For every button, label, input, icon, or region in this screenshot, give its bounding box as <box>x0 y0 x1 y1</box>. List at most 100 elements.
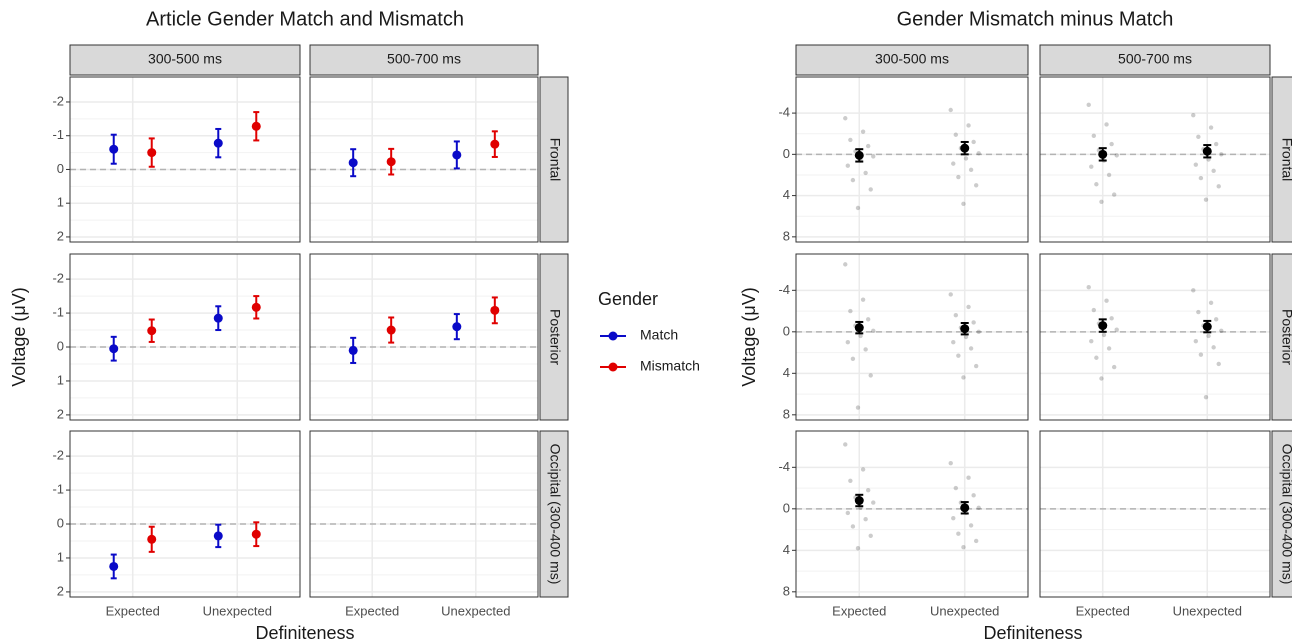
panel <box>70 254 300 420</box>
panel <box>796 431 1028 597</box>
raw-point <box>1091 133 1097 138</box>
raw-point <box>948 292 953 297</box>
raw-point <box>863 516 868 522</box>
raw-point <box>966 123 971 128</box>
panel-border <box>1039 76 1271 243</box>
raw-point <box>1086 102 1091 108</box>
raw-point <box>868 187 873 192</box>
raw-point <box>1203 394 1209 400</box>
panel-border <box>309 76 539 243</box>
legend-label: Match <box>640 327 678 343</box>
raw-point <box>1198 175 1204 181</box>
strip <box>309 44 539 76</box>
raw-point <box>1203 197 1209 202</box>
raw-point <box>868 373 873 378</box>
raw-point <box>1104 122 1109 127</box>
mean-point <box>1202 322 1212 332</box>
mean-point <box>1098 321 1108 331</box>
panel <box>1040 254 1270 420</box>
x-tick-label: Unexpected <box>441 603 510 618</box>
point <box>147 326 157 336</box>
panel-border <box>69 253 301 421</box>
strip-label: 500-700 ms <box>1118 51 1192 67</box>
raw-point <box>1101 332 1107 338</box>
y-tick-label: 1 <box>57 549 64 564</box>
y-axis-label: Voltage (μV) <box>739 287 759 386</box>
raw-point <box>868 533 873 538</box>
strip-label: 300-500 ms <box>875 51 949 67</box>
point <box>452 150 462 160</box>
raw-point <box>961 545 966 550</box>
raw-point <box>850 356 856 361</box>
y-tick-label: -1 <box>52 305 64 320</box>
point <box>147 534 157 544</box>
raw-point <box>1106 172 1112 178</box>
raw-point <box>971 320 976 325</box>
x-tick-label: Expected <box>832 603 886 618</box>
strip-label: Posterior <box>1279 309 1292 365</box>
raw-point <box>1193 162 1199 167</box>
raw-point <box>951 339 956 345</box>
y-tick-label: 1 <box>57 372 64 387</box>
strip <box>1039 44 1271 76</box>
strip <box>539 76 569 243</box>
panel-border <box>309 253 539 421</box>
raw-point <box>1196 134 1201 140</box>
raw-point <box>1111 364 1117 370</box>
x-tick-label: Unexpected <box>1173 603 1242 618</box>
point <box>251 529 261 539</box>
raw-point <box>1208 125 1214 130</box>
mean-point <box>854 323 864 333</box>
y-tick-label: 0 <box>57 338 64 353</box>
legend-key <box>608 331 618 341</box>
x-tick-label: Expected <box>345 603 399 618</box>
point <box>147 148 157 158</box>
legend-title: Gender <box>598 289 658 309</box>
raw-point <box>971 493 976 498</box>
point <box>386 157 396 167</box>
y-tick-label: 4 <box>783 187 790 202</box>
raw-point <box>1193 338 1199 344</box>
y-tick-label: 4 <box>783 365 790 380</box>
x-tick-label: Expected <box>1076 603 1130 618</box>
raw-point <box>1208 300 1214 305</box>
raw-point <box>951 515 956 521</box>
raw-point <box>860 467 866 472</box>
point <box>348 345 358 355</box>
point <box>386 325 396 335</box>
raw-point <box>871 328 876 333</box>
raw-point <box>951 161 956 166</box>
point <box>490 305 500 315</box>
strip <box>795 44 1029 76</box>
raw-point <box>848 478 853 483</box>
point <box>109 144 119 154</box>
strip <box>539 253 569 421</box>
raw-point <box>1219 328 1224 333</box>
raw-point <box>968 523 974 528</box>
y-tick-label: -4 <box>778 282 790 297</box>
raw-point <box>1111 192 1117 197</box>
raw-point <box>843 442 848 447</box>
y-tick-label: 0 <box>57 515 64 530</box>
raw-point <box>1211 345 1216 350</box>
raw-point <box>961 201 966 207</box>
y-tick-label: 0 <box>783 500 790 515</box>
raw-point <box>1198 352 1204 357</box>
raw-point <box>968 167 974 173</box>
point <box>213 531 223 541</box>
raw-point <box>860 129 866 134</box>
y-tick-label: -2 <box>52 271 64 286</box>
raw-point <box>973 183 979 188</box>
panel <box>310 431 538 597</box>
raw-point <box>855 405 861 410</box>
panel-border <box>1039 430 1271 598</box>
raw-point <box>1091 307 1097 313</box>
raw-point <box>953 132 959 137</box>
raw-point <box>1206 333 1211 339</box>
panel-border <box>795 253 1029 421</box>
raw-point <box>953 485 959 491</box>
raw-point <box>966 304 971 310</box>
raw-point <box>948 460 953 466</box>
y-tick-label: 2 <box>57 406 64 421</box>
strip-label: Frontal <box>547 138 563 182</box>
